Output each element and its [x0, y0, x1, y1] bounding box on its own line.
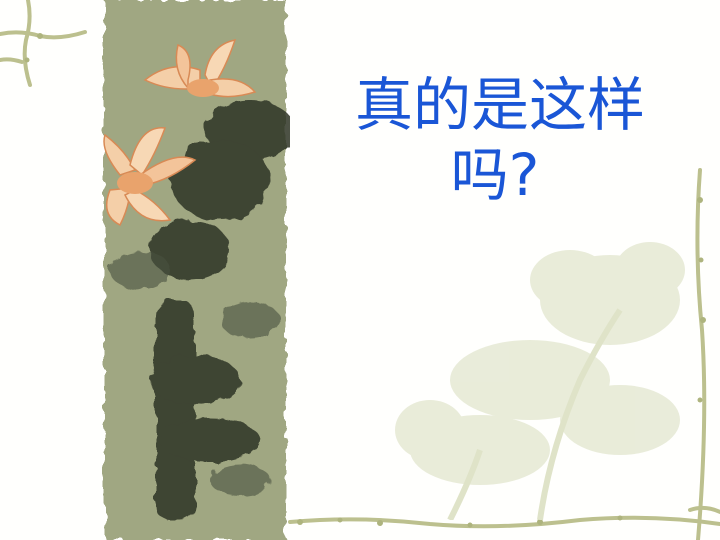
faint-flower-watermark — [395, 242, 685, 520]
slide-title: 真的是这样 吗? — [300, 70, 700, 210]
lotus-flower-lower — [103, 127, 197, 227]
title-line-1: 真的是这样 — [354, 71, 645, 139]
lotus-flower-upper — [143, 39, 257, 98]
lotus-painting — [103, 0, 290, 540]
title-line-2: 吗? — [450, 141, 540, 209]
